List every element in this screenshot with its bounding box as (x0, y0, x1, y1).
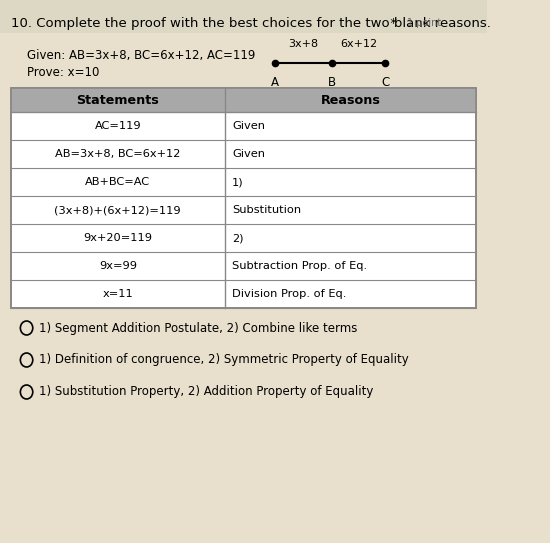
Text: 1) Substitution Property, 2) Addition Property of Equality: 1) Substitution Property, 2) Addition Pr… (39, 386, 373, 399)
Text: x=11: x=11 (102, 289, 133, 299)
Text: 1 point: 1 point (408, 18, 442, 28)
Text: Division Prop. of Eq.: Division Prop. of Eq. (232, 289, 346, 299)
Text: AB+BC=AC: AB+BC=AC (85, 177, 150, 187)
Bar (10, 88, 476, 112)
Text: 1) Segment Addition Postulate, 2) Combine like terms: 1) Segment Addition Postulate, 2) Combin… (39, 321, 358, 334)
Text: (3x+8)+(6x+12)=119: (3x+8)+(6x+12)=119 (54, 205, 181, 215)
Text: Subtraction Prop. of Eq.: Subtraction Prop. of Eq. (232, 261, 367, 271)
Text: 9x+20=119: 9x+20=119 (83, 233, 152, 243)
Text: Statements: Statements (76, 93, 159, 106)
Text: Prove: x=10: Prove: x=10 (26, 66, 99, 79)
Bar (10, 88, 476, 308)
Text: 9x=99: 9x=99 (99, 261, 137, 271)
Text: 1) Definition of congruence, 2) Symmetric Property of Equality: 1) Definition of congruence, 2) Symmetri… (39, 353, 409, 367)
Text: Reasons: Reasons (321, 93, 381, 106)
Text: B: B (328, 76, 336, 89)
Text: 2): 2) (232, 233, 244, 243)
Text: AC=119: AC=119 (95, 121, 141, 131)
Text: 1): 1) (232, 177, 244, 187)
Text: 10. Complete the proof with the best choices for the two blank reasons.: 10. Complete the proof with the best cho… (10, 16, 491, 29)
Text: C: C (381, 76, 389, 89)
Text: A: A (271, 76, 278, 89)
Text: Given: Given (232, 149, 265, 159)
Text: Given: Given (232, 121, 265, 131)
Bar (10, 88, 476, 308)
Bar (0, 0, 487, 33)
Text: Substitution: Substitution (232, 205, 301, 215)
Text: 6x+12: 6x+12 (340, 39, 377, 49)
Text: *: * (386, 16, 397, 29)
Text: AB=3x+8, BC=6x+12: AB=3x+8, BC=6x+12 (55, 149, 180, 159)
Text: Given: AB=3x+8, BC=6x+12, AC=119: Given: AB=3x+8, BC=6x+12, AC=119 (26, 48, 255, 61)
Text: 3x+8: 3x+8 (288, 39, 318, 49)
